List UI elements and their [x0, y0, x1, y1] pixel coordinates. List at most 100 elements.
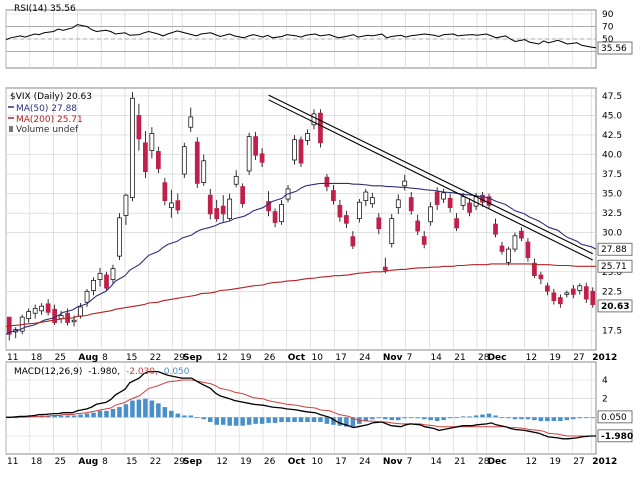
- candle-body: [350, 236, 356, 247]
- macd-histogram-bar: [272, 417, 278, 423]
- macd-histogram-bar: [363, 417, 369, 422]
- candle-body: [512, 235, 518, 250]
- candle-body: [454, 218, 459, 229]
- candle-body: [382, 266, 388, 271]
- y-tick-label: 22.5: [602, 287, 622, 297]
- macd-histogram-bar: [350, 417, 356, 427]
- x-tick-label: 18: [31, 353, 43, 363]
- y-tick-label: 35.0: [602, 190, 622, 200]
- candle-body: [434, 191, 440, 205]
- macd-histogram-bar: [156, 403, 161, 418]
- ma50-line: [5, 182, 597, 335]
- candle-body: [233, 176, 239, 185]
- macd-histogram-bar: [220, 417, 226, 425]
- x-tick-label: 15: [126, 353, 137, 363]
- macd-line: [6, 370, 596, 440]
- candle-body: [97, 272, 103, 280]
- x-tick-label: Aug: [78, 457, 98, 467]
- volume-legend: Volume undef: [16, 125, 79, 135]
- candle-body: [117, 217, 122, 257]
- candle-body: [525, 241, 531, 259]
- macd-histogram-bar: [266, 417, 271, 423]
- x-tick-label: 21: [454, 457, 465, 467]
- value-tag-label: -1.980: [601, 432, 633, 442]
- x-tick-label: Dec: [488, 353, 507, 363]
- candle-body: [557, 297, 563, 305]
- y-tick-label: 70: [602, 23, 614, 33]
- x-tick-label: 28: [478, 457, 490, 467]
- candle-body: [428, 206, 434, 223]
- macd-histogram-bar: [337, 417, 343, 426]
- x-tick-label: 29: [174, 353, 186, 363]
- macd-histogram-bar: [318, 417, 323, 422]
- macd-histogram-bar: [441, 417, 446, 421]
- candle-body: [207, 194, 213, 215]
- candle-body: [344, 215, 349, 224]
- macd-histogram-bar: [214, 417, 219, 425]
- trendline: [268, 99, 594, 261]
- candle-body: [570, 288, 576, 295]
- x-tick-label: 26: [264, 457, 276, 467]
- x-tick-label: Nov: [383, 353, 403, 363]
- x-tick-label: 24: [359, 353, 371, 363]
- candle-body: [39, 305, 45, 312]
- candle-body: [253, 136, 258, 156]
- macd-histogram-bar: [207, 417, 213, 422]
- macd-histogram-bar: [467, 416, 472, 418]
- macd-histogram-bar: [486, 413, 492, 418]
- y-tick-label: 2: [602, 395, 608, 405]
- x-tick-label: Aug: [78, 353, 98, 363]
- x-tick-label: Sep: [183, 353, 203, 363]
- candle-body: [84, 290, 90, 303]
- candle-body: [389, 218, 395, 244]
- macd-histogram-bar: [493, 415, 498, 418]
- macd-histogram-bar: [91, 412, 96, 418]
- candle-body: [32, 308, 38, 314]
- y-tick-label: 90: [602, 10, 614, 20]
- candle-body: [149, 133, 155, 151]
- x-tick-label: 15: [126, 457, 137, 467]
- y-tick-label: 25.0: [602, 268, 622, 278]
- candle-body: [402, 180, 408, 187]
- candle-body: [519, 230, 524, 239]
- candle-body: [532, 262, 537, 277]
- macd-histogram-bar: [447, 417, 453, 419]
- candle-body: [506, 248, 511, 263]
- candle-body: [168, 202, 174, 209]
- value-tag: [597, 429, 633, 443]
- macd-histogram-bar: [130, 400, 135, 418]
- candle-body: [136, 115, 142, 140]
- x-tick-label: 27: [573, 353, 584, 363]
- value-tag: [597, 259, 633, 273]
- macd-histogram-bar: [175, 413, 181, 418]
- candle-body: [356, 201, 362, 219]
- x-tick-label: 12: [526, 457, 537, 467]
- x-tick-label: 12: [216, 353, 227, 363]
- macd-legend-label: MACD(12,26,9): [14, 367, 82, 377]
- y-tick-label: 50: [602, 35, 614, 45]
- candle-body: [395, 199, 401, 209]
- candle-body: [590, 290, 596, 305]
- candle-body: [421, 236, 427, 245]
- x-tick-label: 8: [102, 353, 108, 363]
- macd-histogram-bar: [285, 417, 291, 422]
- candle-body: [227, 198, 233, 219]
- macd-histogram-bar: [143, 398, 148, 418]
- candle-body: [272, 211, 278, 223]
- x-tick-label: 12: [526, 353, 537, 363]
- candle-body: [214, 208, 220, 219]
- rsi-panel: 9070503035.56: [5, 9, 633, 69]
- macd-histogram-bar: [136, 399, 142, 418]
- macd-histogram-bar: [344, 417, 349, 427]
- macd-panel: 420-20.050-1.980: [5, 361, 633, 455]
- macd-histogram-bar: [233, 417, 239, 426]
- candle-body: [130, 97, 135, 198]
- ma50-legend: MA(50) 27.88: [16, 104, 77, 114]
- candle-body: [583, 286, 589, 300]
- candle-body: [564, 292, 570, 295]
- macd-histogram-bar: [97, 410, 103, 418]
- ma200-line: [5, 263, 596, 328]
- macd-histogram-bar: [525, 417, 531, 420]
